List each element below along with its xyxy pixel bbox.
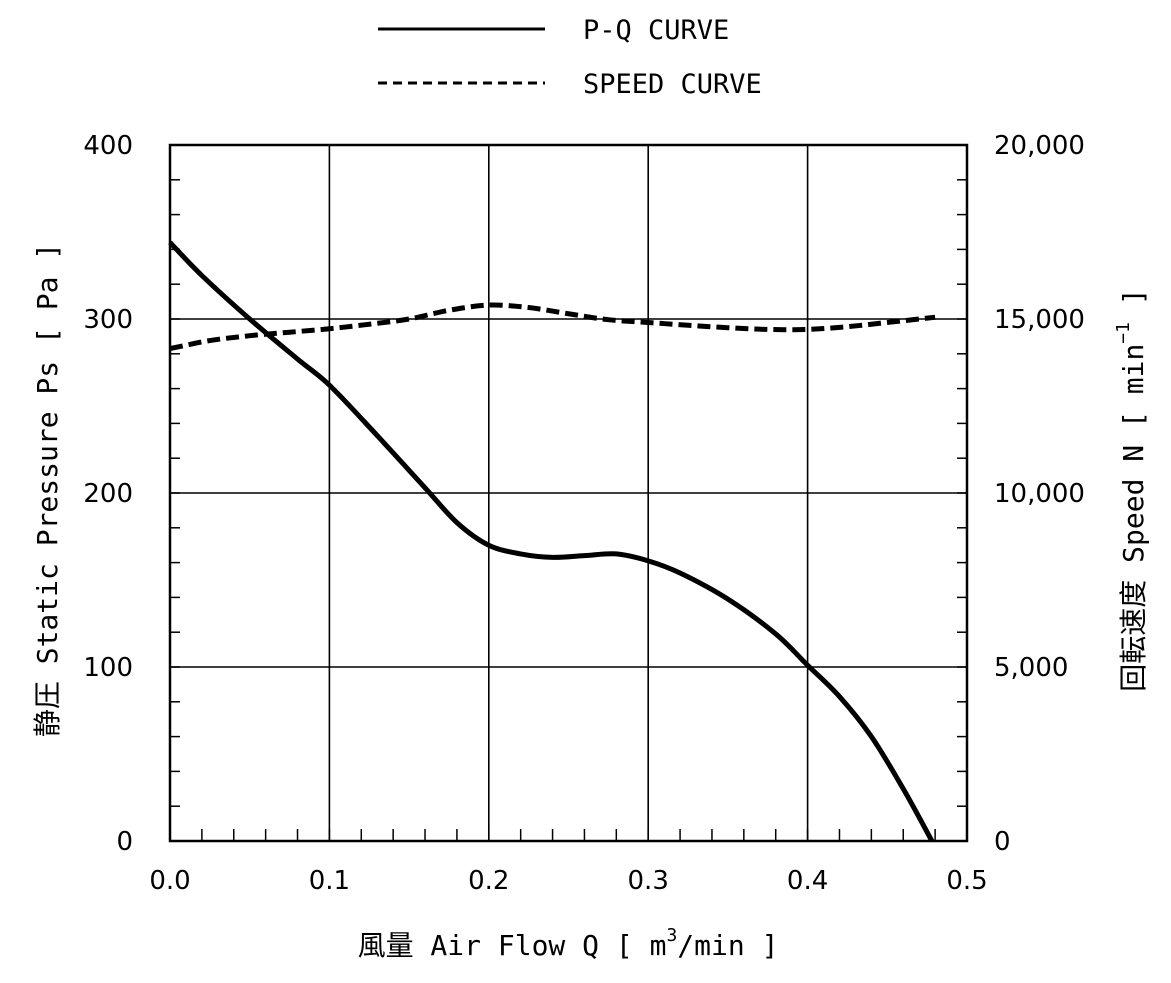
x-tick-label: 0.2 <box>468 866 509 896</box>
y-tick-label: 0 <box>116 827 133 857</box>
y2-axis-title-suffix: ] <box>1117 288 1150 322</box>
y2-axis-title-prefix: 回転速度 Speed N [ min <box>1117 344 1150 692</box>
x-tick-label: 0.0 <box>149 866 190 896</box>
y-tick-label: 300 <box>83 305 133 335</box>
x-axis-title-sup: 3 <box>666 925 677 946</box>
series-layer <box>170 242 935 841</box>
y2-axis-title-sup: −1 <box>1113 322 1134 344</box>
y2-tick-label: 15,000 <box>994 305 1085 335</box>
y-tick-label: 100 <box>83 653 133 683</box>
y2-tick-label: 0 <box>994 827 1011 857</box>
y-tick-labels: 0 100 200 300 400 <box>83 131 133 857</box>
x-axis-title-suffix: /min ] <box>677 929 778 962</box>
minor-tick-layer <box>170 180 967 841</box>
y2-tick-label: 20,000 <box>994 131 1085 161</box>
y2-tick-labels: 0 5,000 10,000 15,000 20,000 <box>994 131 1085 857</box>
x-tick-label: 0.4 <box>787 866 828 896</box>
x-tick-label: 0.3 <box>628 866 669 896</box>
legend: P-Q CURVE SPEED CURVE <box>378 15 762 100</box>
y-tick-label: 200 <box>83 479 133 509</box>
x-tick-label: 0.5 <box>946 866 987 896</box>
y-axis-title: 静圧 Static Pressure Ps [ Pa ] <box>31 243 64 737</box>
x-tick-labels: 0.0 0.1 0.2 0.3 0.4 0.5 <box>149 866 987 896</box>
grid-layer <box>170 145 967 841</box>
y2-axis-title: 回転速度 Speed N [ min−1 ] <box>1113 288 1150 691</box>
y2-tick-label: 10,000 <box>994 479 1085 509</box>
x-axis-title-prefix: 風量 Air Flow Q [ m <box>358 929 667 962</box>
x-tick-label: 0.1 <box>309 866 350 896</box>
legend-label-pq: P-Q CURVE <box>583 15 729 46</box>
speed-curve-line <box>170 305 935 349</box>
legend-label-speed: SPEED CURVE <box>583 69 762 100</box>
x-axis-title: 風量 Air Flow Q [ m3/min ] <box>358 925 779 962</box>
y2-tick-label: 5,000 <box>994 653 1068 683</box>
y-tick-label: 400 <box>83 131 133 161</box>
